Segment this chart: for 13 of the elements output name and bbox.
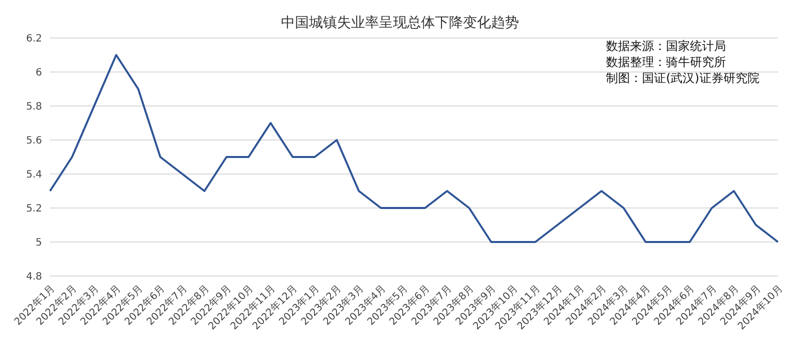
annotation: 制图：国证(武汉)证券研究院 [606, 70, 760, 86]
line-series [49, 54, 779, 243]
annotation: 数据整理：骑牛研究所 [606, 54, 727, 70]
chart-title: 中国城镇失业率呈现总体下降变化趋势 [280, 14, 520, 32]
y-tick-label: 4.8 [26, 272, 42, 283]
y-tick-label: 5.4 [26, 170, 42, 181]
y-tick-label: 5.8 [26, 102, 42, 113]
y-tick-label: 5 [36, 238, 42, 249]
y-tick-label: 6.2 [26, 34, 42, 45]
annotation: 数据来源：国家统计局 [606, 38, 727, 54]
y-tick-label: 5.6 [26, 136, 42, 147]
y-tick-label: 6 [36, 68, 42, 79]
y-tick-label: 5.2 [26, 204, 42, 215]
